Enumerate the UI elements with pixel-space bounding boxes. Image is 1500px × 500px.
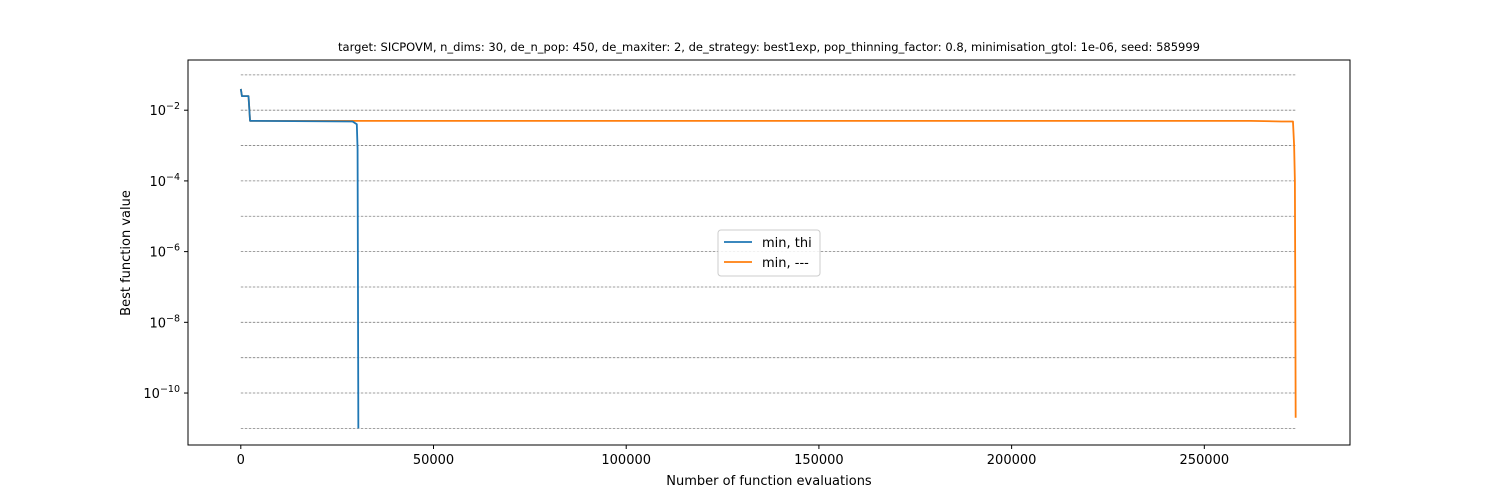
legend: min, thi min, --- [717, 229, 821, 277]
x-axis: 0 50000 100000 150000 200000 250000 [237, 445, 1229, 468]
x-tick-label: 0 [237, 453, 245, 468]
legend-label: min, --- [762, 256, 809, 271]
x-tick-label: 200000 [987, 453, 1037, 468]
y-tick-label: 10−10 [143, 384, 180, 402]
series-lines [239, 88, 1297, 429]
x-axis-label: Number of function evaluations [666, 474, 872, 489]
legend-label: min, thi [762, 236, 812, 251]
y-axis: 10−10 10−8 10−6 10−4 10−2 [143, 101, 188, 402]
chart-title: target: SICPOVM, n_dims: 30, de_n_pop: 4… [338, 40, 1200, 54]
x-tick-label: 250000 [1179, 453, 1229, 468]
series-line-min-thi [239, 88, 360, 429]
y-tick-label: 10−8 [149, 313, 180, 331]
x-tick-label: 50000 [413, 453, 454, 468]
y-tick-label: 10−4 [149, 172, 180, 190]
y-axis-label: Best function value [119, 190, 134, 316]
x-tick-label: 150000 [794, 453, 844, 468]
x-tick-label: 100000 [601, 453, 651, 468]
plot-frame [187, 59, 1351, 446]
y-tick-label: 10−6 [149, 243, 180, 261]
y-tick-label: 10−2 [149, 101, 180, 119]
